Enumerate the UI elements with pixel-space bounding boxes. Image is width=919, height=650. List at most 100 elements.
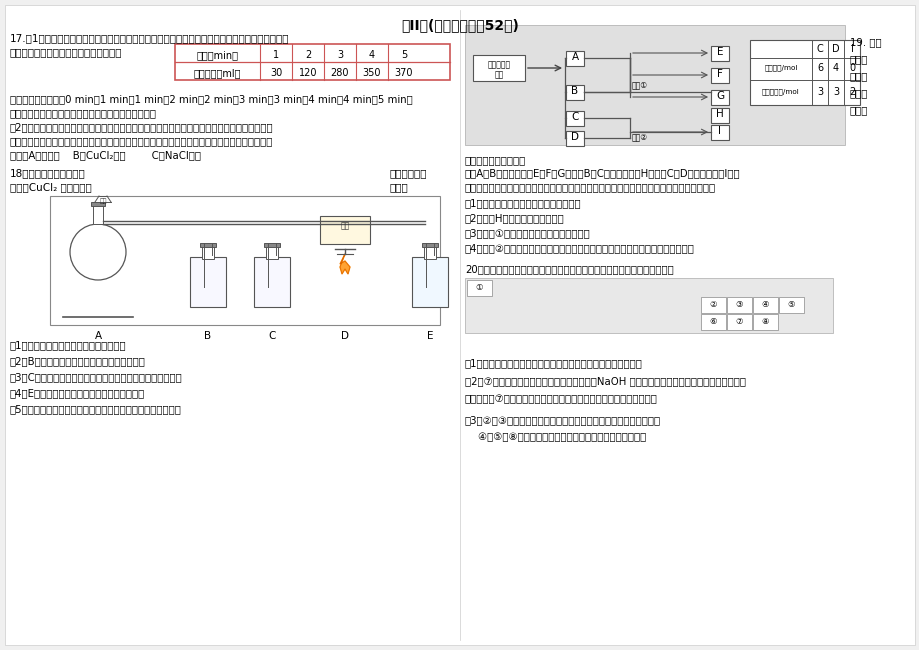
Polygon shape — [340, 254, 349, 274]
Text: 3: 3 — [816, 87, 823, 97]
Text: 的无水CuCl₂ 试回答下列: 的无水CuCl₂ 试回答下列 — [10, 182, 92, 192]
Text: E: E — [426, 331, 433, 341]
Bar — [412, 257, 448, 307]
Bar — [749, 40, 859, 105]
Text: 19. 下图: 19. 下图 — [849, 37, 880, 47]
Bar — [464, 25, 844, 145]
Text: 3: 3 — [336, 50, 343, 60]
Text: 120: 120 — [299, 68, 317, 78]
Text: 铜粉: 铜粉 — [340, 221, 349, 230]
Bar — [700, 297, 725, 313]
Text: （2）⑦号元素的原子结构示意图为，其单质与NaOH 溶液反应的化学方程式；其最高氧化物对应: （2）⑦号元素的原子结构示意图为，其单质与NaOH 溶液反应的化学方程式；其最高… — [464, 376, 745, 386]
Text: H: H — [715, 109, 723, 119]
Bar — [422, 243, 437, 247]
Bar — [424, 245, 436, 259]
Text: 某时刻组成/mol: 某时刻组成/mol — [761, 88, 799, 96]
Text: D: D — [341, 331, 348, 341]
Text: （2）物质H的分子式是＿＿＿＿。: （2）物质H的分子式是＿＿＿＿。 — [464, 213, 564, 223]
Bar — [254, 257, 289, 307]
Text: F: F — [716, 69, 722, 79]
Bar — [464, 278, 832, 333]
Text: 反应①: 反应① — [631, 80, 647, 89]
Text: 370: 370 — [394, 68, 413, 78]
Text: ⑧: ⑧ — [761, 317, 768, 326]
Text: E: E — [716, 47, 722, 57]
Text: 盐酸: 盐酸 — [99, 198, 107, 203]
Text: C: C — [816, 44, 823, 54]
Text: 个方框: 个方框 — [849, 71, 868, 81]
Text: ⑦: ⑦ — [735, 317, 743, 326]
Text: I: I — [850, 44, 853, 54]
Text: 装置制取纯净: 装置制取纯净 — [390, 168, 427, 178]
Bar — [190, 257, 226, 307]
Text: （4）E处发生反应的离子方程式为＿＿＿＿＿。: （4）E处发生反应的离子方程式为＿＿＿＿＿。 — [10, 388, 145, 398]
Text: 中的字: 中的字 — [849, 88, 868, 98]
Text: B: B — [571, 86, 578, 96]
Text: 2: 2 — [848, 87, 854, 97]
Bar — [778, 297, 803, 313]
Text: ②: ② — [709, 300, 717, 309]
Bar — [202, 245, 214, 259]
Text: 0: 0 — [848, 63, 854, 73]
Text: （1）写出电解饱和食盐水的化学方程式。: （1）写出电解饱和食盐水的化学方程式。 — [464, 198, 581, 208]
Bar — [726, 314, 751, 330]
Text: D: D — [571, 132, 578, 142]
Bar — [91, 202, 105, 206]
Bar — [175, 44, 449, 80]
Text: 第II卷(非选择题，共52分): 第II卷(非选择题，共52分) — [401, 18, 518, 32]
Text: 问题：: 问题： — [390, 182, 408, 192]
Text: 4: 4 — [369, 50, 375, 60]
Bar — [752, 297, 777, 313]
Text: 18．实验室里用下图所示: 18．实验室里用下图所示 — [10, 168, 85, 178]
Text: 5: 5 — [401, 50, 407, 60]
Text: 工生产中的一个重要化学反应，某温度下该反应起始和某时刻的反应混合物组成如上表所示。: 工生产中的一个重要化学反应，某温度下该反应起始和某时刻的反应混合物组成如上表所示… — [464, 182, 715, 192]
Bar — [467, 280, 492, 296]
Text: 的水化物与⑦号元素最高价氧化物对应的水化物反应的离子方程式为。: 的水化物与⑦号元素最高价氧化物对应的水化物反应的离子方程式为。 — [464, 394, 657, 404]
Bar — [726, 297, 751, 313]
Bar — [700, 314, 725, 330]
Text: 电解: 电解 — [494, 70, 503, 79]
Bar — [264, 243, 279, 247]
Text: （1）写出烧瓶中发生反应的化学方程式。: （1）写出烧瓶中发生反应的化学方程式。 — [10, 340, 127, 350]
Text: 3: 3 — [832, 87, 838, 97]
Text: （3）②、③、的最高含氧酸的酸性由强到弱的顺序是（写化学式）。: （3）②、③、的最高含氧酸的酸性由强到弱的顺序是（写化学式）。 — [464, 415, 661, 425]
Text: 350: 350 — [362, 68, 380, 78]
Bar — [752, 314, 777, 330]
Bar — [565, 84, 584, 99]
Bar — [565, 131, 584, 146]
Text: 20．下表是元素周期表的一部分，表中所列的字母分别代表一种化学元素。: 20．下表是元素周期表的一部分，表中所列的字母分别代表一种化学元素。 — [464, 264, 673, 274]
Text: 6: 6 — [816, 63, 823, 73]
Text: B: B — [204, 331, 211, 341]
Text: 反应速率最大的（即0 min～1 min，1 min～2 min，2 min～3 min，3 min～4 min，4 min～5 min）: 反应速率最大的（即0 min～1 min，1 min～2 min，2 min～3… — [10, 94, 413, 104]
Text: 的每一: 的每一 — [849, 54, 868, 64]
Text: （2）B处盛有饱和食盐水（或水），其作用是。: （2）B处盛有饱和食盐水（或水），其作用是。 — [10, 356, 146, 366]
Text: A: A — [571, 52, 578, 62]
Bar — [266, 245, 278, 259]
Text: 280: 280 — [331, 68, 349, 78]
Text: 液中分别加入等体积的下列溶液以减慢反应速率，你认为他的做法可行的是＿＿＿＿＿＿（填相应: 液中分别加入等体积的下列溶液以减慢反应速率，你认为他的做法可行的是＿＿＿＿＿＿（… — [10, 136, 273, 146]
Text: （4）反应②的化学方程式（须注明反应条件）是＿＿＿＿＿＿＿＿＿＿＿＿＿＿。: （4）反应②的化学方程式（须注明反应条件）是＿＿＿＿＿＿＿＿＿＿＿＿＿＿。 — [464, 243, 694, 253]
Text: 30: 30 — [269, 68, 282, 78]
Text: ④、⑤、⑧氢化物稳定性由强到弱的顺序是（写化学式）。: ④、⑤、⑧氢化物稳定性由强到弱的顺序是（写化学式）。 — [464, 432, 645, 442]
Text: 字母）A．蒸馏水    B．CuCl₂溶液        C．NaCl溶液: 字母）A．蒸馏水 B．CuCl₂溶液 C．NaCl溶液 — [10, 150, 200, 160]
Bar — [472, 55, 525, 81]
Bar — [565, 111, 584, 125]
Text: （1）表中最活泼的金属与最活泼的非金属形成物质的化学式是。: （1）表中最活泼的金属与最活泼的非金属形成物质的化学式是。 — [464, 358, 642, 368]
Text: G: G — [715, 91, 723, 101]
Text: 法收集反应放出的氢气，实验记录如下：: 法收集反应放出的氢气，实验记录如下： — [10, 47, 122, 57]
Text: 1: 1 — [273, 50, 278, 60]
Text: 时间段为＿＿＿＿＿＿＿，反应速率最小的时间段为。: 时间段为＿＿＿＿＿＿＿，反应速率最小的时间段为。 — [10, 108, 157, 118]
Text: 起始组成/mol: 起始组成/mol — [764, 65, 797, 72]
Text: C: C — [571, 112, 578, 122]
Text: 2: 2 — [304, 50, 311, 60]
Text: ③: ③ — [735, 300, 743, 309]
Text: 一种反应物或生成物。: 一种反应物或生成物。 — [464, 155, 526, 165]
Text: 氢气体积（ml）: 氢气体积（ml） — [194, 68, 241, 78]
Bar — [710, 68, 728, 83]
Bar — [93, 204, 103, 224]
Bar — [50, 196, 439, 325]
Text: （3）C处盛放的试剂＿＿＿＿＿（填名称），其作用是＿＿。: （3）C处盛放的试剂＿＿＿＿＿（填名称），其作用是＿＿。 — [10, 372, 183, 382]
Text: 物质A跟B反应生成物质E、F和G；物质B跟C反应生成物质H；物质C跟D反应生成物质I是化: 物质A跟B反应生成物质E、F和G；物质B跟C反应生成物质H；物质C跟D反应生成物… — [464, 168, 740, 178]
Text: ⑥: ⑥ — [709, 317, 717, 326]
Text: （2）另一学生也做同样的实验，由于反应太快，测量氢气的体积时不好控制，他就事先在硫酸溶: （2）另一学生也做同样的实验，由于反应太快，测量氢气的体积时不好控制，他就事先在… — [10, 122, 273, 132]
